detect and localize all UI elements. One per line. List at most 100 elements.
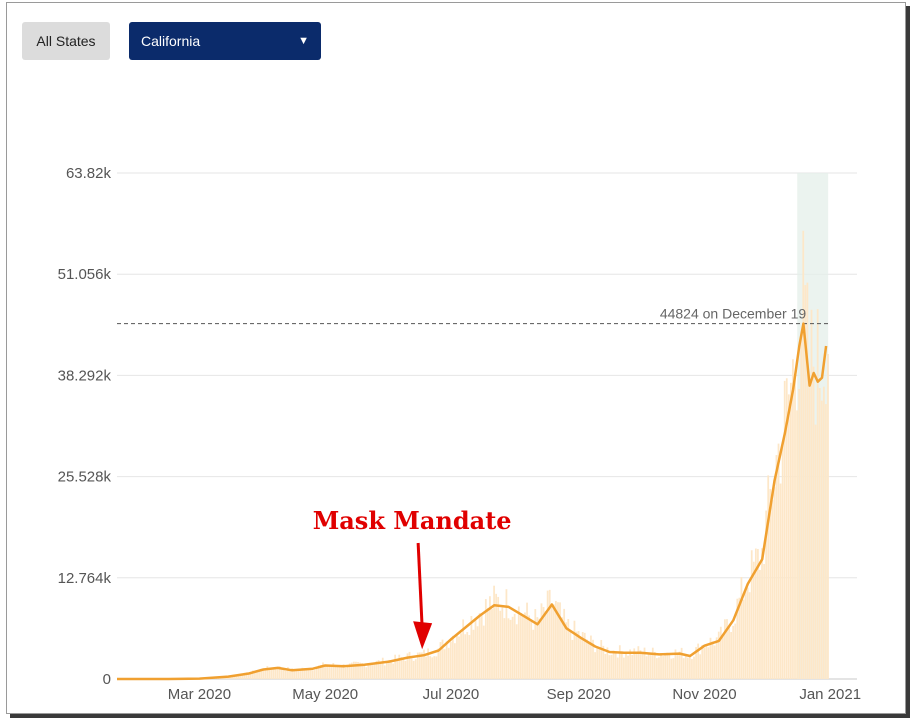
daily-bar <box>322 662 324 679</box>
daily-bar <box>627 655 629 679</box>
daily-bar <box>270 669 273 679</box>
daily-bar <box>600 639 603 679</box>
daily-bar <box>804 285 807 679</box>
daily-bar <box>637 646 640 679</box>
daily-bar <box>353 661 355 679</box>
daily-bar <box>480 613 483 679</box>
daily-bar <box>794 377 796 679</box>
daily-bar <box>278 666 281 679</box>
daily-bar <box>439 642 442 679</box>
daily-bar <box>701 644 704 679</box>
chevron-down-icon: ▼ <box>298 35 309 47</box>
daily-bar <box>738 597 741 679</box>
daily-bar <box>825 404 827 679</box>
daily-bar <box>742 599 745 679</box>
daily-bar <box>470 616 473 679</box>
daily-bar <box>247 674 250 679</box>
daily-bar <box>431 657 434 679</box>
daily-bar <box>653 651 656 679</box>
daily-bar <box>284 670 287 679</box>
x-tick-label: Jan 2021 <box>799 686 861 703</box>
daily-bar <box>707 647 710 679</box>
all-states-button[interactable]: All States <box>22 22 110 60</box>
daily-bar <box>350 662 353 679</box>
daily-bar <box>618 645 621 679</box>
daily-bar <box>330 665 333 679</box>
daily-bar <box>414 659 417 679</box>
daily-bar <box>699 654 702 679</box>
daily-bar <box>740 577 743 679</box>
daily-bar <box>505 589 508 679</box>
daily-bar <box>315 667 318 679</box>
daily-bar <box>408 651 411 679</box>
daily-bar <box>522 616 524 679</box>
daily-bar <box>575 631 578 679</box>
daily-bar <box>616 657 619 679</box>
daily-bar <box>666 652 669 679</box>
daily-bar <box>668 654 671 679</box>
state-select[interactable]: California ▼ <box>129 22 321 60</box>
x-tick-label: Sep 2020 <box>547 686 611 703</box>
daily-bar <box>338 667 341 679</box>
x-tick-label: May 2020 <box>292 686 358 703</box>
daily-bar <box>606 647 609 679</box>
daily-bar <box>295 670 298 679</box>
daily-bar <box>478 613 481 679</box>
daily-bar <box>233 676 236 679</box>
y-tick-label: 12.764k <box>58 570 112 587</box>
daily-bar <box>433 656 436 679</box>
daily-bar <box>757 548 759 679</box>
daily-bar <box>711 641 714 679</box>
daily-bar <box>239 675 242 679</box>
daily-bar <box>691 659 693 679</box>
daily-bar <box>229 676 232 679</box>
daily-bar <box>726 619 728 679</box>
daily-bar <box>317 665 320 679</box>
daily-bar <box>476 626 479 679</box>
daily-bar <box>680 647 683 679</box>
daily-bar <box>348 663 351 679</box>
daily-bar <box>647 654 650 679</box>
daily-bar <box>458 636 460 679</box>
daily-bar <box>526 602 528 679</box>
daily-bar <box>761 548 763 679</box>
daily-bar <box>398 654 401 679</box>
daily-bar <box>724 619 726 679</box>
daily-bar <box>355 661 357 679</box>
daily-bar <box>418 652 421 679</box>
daily-bar <box>719 626 722 679</box>
daily-bar <box>800 338 803 679</box>
daily-bar <box>765 510 768 679</box>
daily-bar <box>320 665 322 679</box>
daily-bar <box>225 677 227 679</box>
daily-bar <box>790 382 792 679</box>
daily-bar <box>493 585 495 679</box>
daily-bar <box>781 443 784 679</box>
y-tick-label: 51.056k <box>58 266 112 283</box>
daily-bar <box>392 663 394 679</box>
daily-bar <box>734 623 737 679</box>
daily-bar <box>524 612 526 679</box>
daily-bar <box>674 649 677 679</box>
daily-bar <box>559 602 561 679</box>
daily-bar <box>429 656 432 679</box>
daily-bar <box>818 388 821 679</box>
mask-mandate-label: Mask Mandate <box>313 506 512 535</box>
daily-bar <box>643 647 646 679</box>
daily-bar <box>540 603 543 679</box>
daily-bar <box>602 645 605 679</box>
daily-bar <box>769 488 772 679</box>
daily-bar <box>435 656 438 679</box>
daily-bar <box>798 389 801 679</box>
daily-bar <box>332 662 335 679</box>
daily-bar <box>783 380 786 679</box>
daily-bar <box>260 668 263 679</box>
daily-bar <box>827 354 829 679</box>
daily-bar <box>810 309 813 679</box>
daily-bar <box>425 656 427 679</box>
daily-bar <box>705 645 708 679</box>
daily-bar <box>377 660 380 679</box>
daily-bar <box>460 633 462 679</box>
daily-cases-chart: 44824 on December 19 0 12.764k 25.528k 38.29… <box>58 165 861 703</box>
daily-bar <box>590 635 592 679</box>
